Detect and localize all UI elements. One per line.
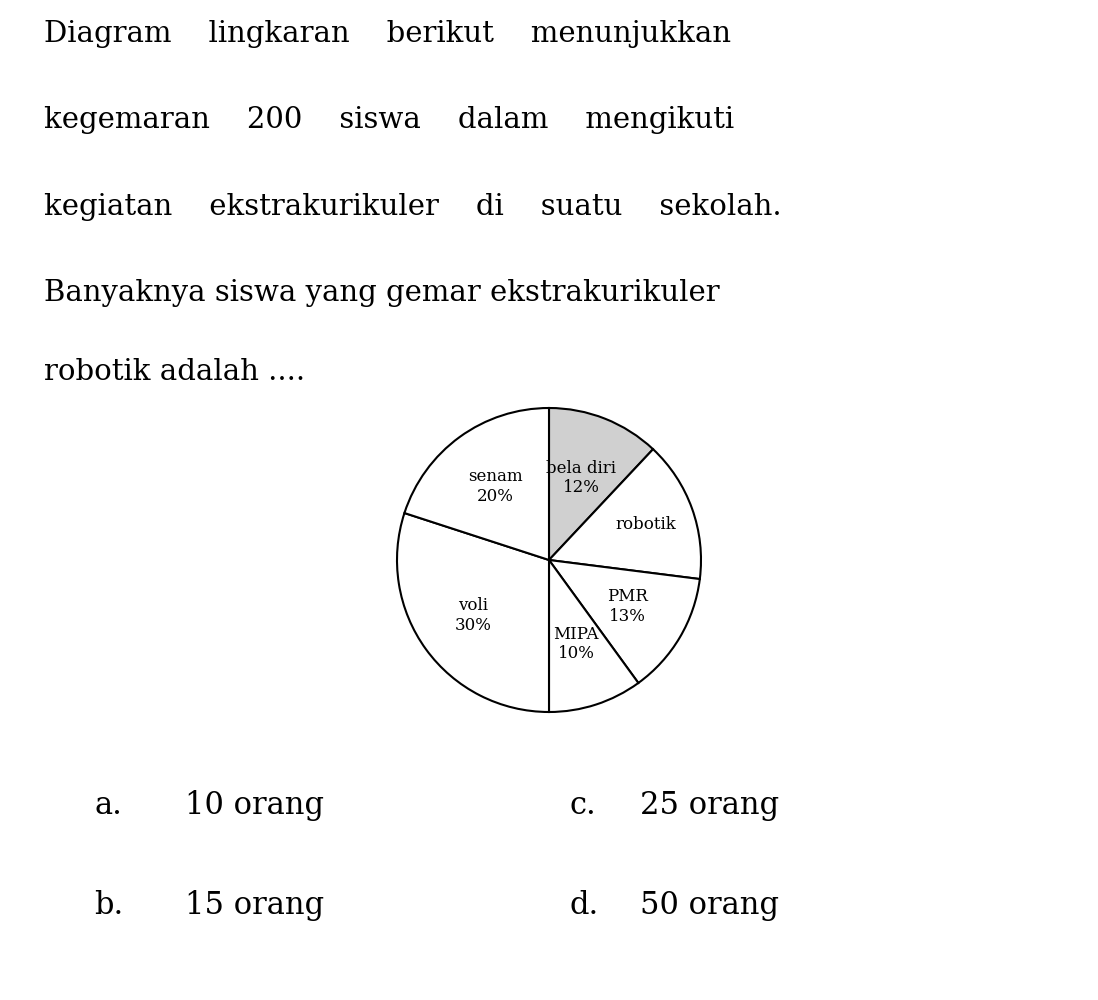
Text: 10 orang: 10 orang — [186, 790, 324, 821]
Text: Diagram    lingkaran    berikut    menunjukkan: Diagram lingkaran berikut menunjukkan — [44, 20, 731, 48]
Text: robotik adalah ....: robotik adalah .... — [44, 358, 305, 386]
Text: d.: d. — [569, 890, 598, 921]
Text: robotik: robotik — [616, 516, 676, 533]
Wedge shape — [549, 449, 701, 579]
Text: kegiatan    ekstrakurikuler    di    suatu    sekolah.: kegiatan ekstrakurikuler di suatu sekola… — [44, 193, 782, 221]
Text: 25 orang: 25 orang — [640, 790, 780, 821]
Text: MIPA
10%: MIPA 10% — [553, 626, 600, 662]
Text: voli
30%: voli 30% — [455, 597, 491, 634]
Text: a.: a. — [94, 790, 122, 821]
Wedge shape — [549, 560, 699, 683]
Text: senam
20%: senam 20% — [468, 468, 523, 505]
Wedge shape — [549, 560, 638, 712]
Text: kegemaran    200    siswa    dalam    mengikuti: kegemaran 200 siswa dalam mengikuti — [44, 106, 735, 134]
Text: bela diri
12%: bela diri 12% — [547, 460, 616, 496]
Text: Banyaknya siswa yang gemar ekstrakurikuler: Banyaknya siswa yang gemar ekstrakurikul… — [44, 279, 719, 307]
Text: 50 orang: 50 orang — [640, 890, 778, 921]
Text: 15 orang: 15 orang — [186, 890, 325, 921]
Wedge shape — [404, 408, 549, 560]
Wedge shape — [397, 513, 549, 712]
Text: c.: c. — [569, 790, 596, 821]
Wedge shape — [549, 408, 653, 560]
Text: PMR
13%: PMR 13% — [607, 588, 648, 625]
Text: b.: b. — [94, 890, 124, 921]
